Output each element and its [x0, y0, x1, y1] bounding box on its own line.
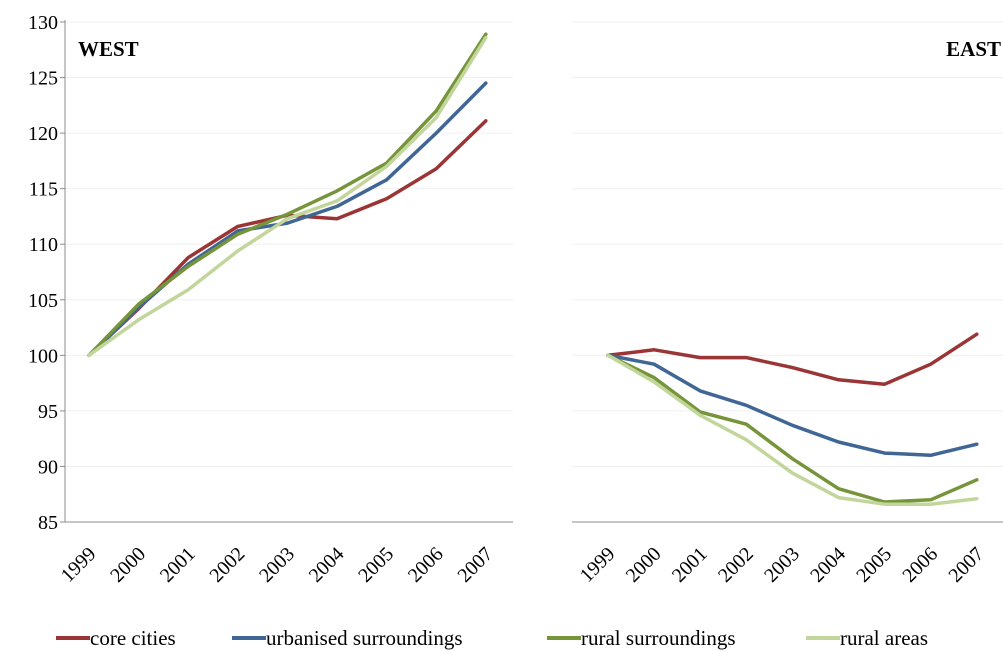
- west-x-tick-label-2005: 2005: [354, 543, 398, 587]
- legend: core cities urbanised surroundings rural s…: [56, 626, 928, 650]
- west-x-tick-label-2007: 2007: [453, 543, 497, 587]
- west-y-tick-label-120: 120: [28, 123, 58, 145]
- legend-label-core-cities: core cities: [90, 626, 176, 650]
- panel-titles: WEST EAST: [78, 37, 1001, 61]
- east-series-rural-surroundings: [606, 353, 979, 504]
- west-panel-title: WEST: [78, 37, 139, 61]
- west-series-rural-areas: [87, 35, 488, 358]
- east-x-tick-label-2004: 2004: [806, 543, 850, 587]
- west-y-tick-label-100: 100: [28, 345, 58, 367]
- legend-label-rural-areas: rural areas: [840, 626, 928, 650]
- series-lines: [87, 32, 979, 506]
- west-y-tick-label-105: 105: [28, 290, 58, 312]
- gridlines: [65, 21, 1003, 467]
- west-x-tick-label-2006: 2006: [404, 543, 448, 587]
- east-series-rural-areas: [606, 353, 979, 506]
- legend-label-rural-surroundings: rural surroundings: [581, 626, 736, 650]
- west-y-tick-label-110: 110: [29, 234, 58, 256]
- west-y-tick-label-115: 115: [29, 179, 58, 201]
- east-x-tick-label-2003: 2003: [760, 543, 804, 587]
- east-series-urbanised-surroundings: [606, 353, 979, 458]
- east-x-tick-label-1999: 1999: [576, 543, 620, 587]
- west-y-tick-label-90: 90: [38, 456, 58, 478]
- east-panel-title: EAST: [946, 37, 1001, 61]
- west-x-tick-label-2003: 2003: [255, 543, 299, 587]
- west-x-tick-label-2004: 2004: [305, 543, 349, 587]
- west-y-tick-label-130: 130: [28, 12, 58, 34]
- west-x-tick-label-2002: 2002: [205, 543, 249, 587]
- west-series-core-cities: [87, 119, 488, 358]
- axes: [60, 20, 1003, 523]
- east-x-tick-label-2002: 2002: [714, 543, 758, 587]
- west-y-tick-label-85: 85: [38, 512, 58, 534]
- east-x-tick-label-2005: 2005: [852, 543, 896, 587]
- east-x-tick-label-2001: 2001: [668, 543, 712, 587]
- west-series-rural-surroundings: [87, 32, 488, 358]
- east-x-tick-label-2007: 2007: [944, 543, 988, 587]
- west-x-tick-label-1999: 1999: [57, 543, 101, 587]
- east-series-core-cities: [606, 332, 979, 386]
- west-x-tick-label-2001: 2001: [156, 543, 200, 587]
- legend-label-urbanised-surroundings: urbanised surroundings: [266, 626, 463, 650]
- east-x-tick-label-2000: 2000: [622, 543, 666, 587]
- east-x-tick-label-2006: 2006: [898, 543, 942, 587]
- west-y-tick-label-125: 125: [28, 68, 58, 90]
- west-x-tick-label-2000: 2000: [106, 543, 150, 587]
- west-y-tick-label-95: 95: [38, 401, 58, 423]
